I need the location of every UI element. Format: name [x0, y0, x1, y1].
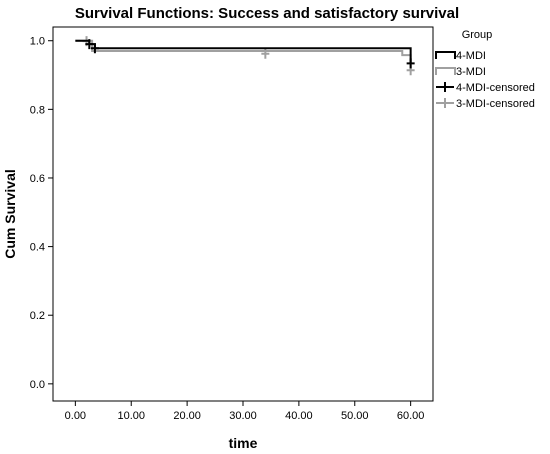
censor-mark-4-MDI — [406, 58, 415, 69]
y-tick-label: 0.4 — [30, 242, 45, 254]
legend-swatch-3-MDI-censored — [436, 98, 454, 108]
x-axis: 0.00 10.00 20.00 30.00 40.00 50.00 60.00 — [65, 401, 425, 422]
legend-label: 3-MDI-censored — [456, 98, 535, 110]
legend-swatch-4-MDI — [435, 51, 456, 59]
survival-curve-3-MDI — [75, 39, 412, 71]
y-tick-label: 1.0 — [30, 36, 45, 48]
legend-title: Group — [462, 29, 493, 41]
legend-label: 3-MDI — [456, 66, 486, 78]
y-tick-label: 0.2 — [30, 310, 45, 322]
y-tick-label: 0.8 — [30, 104, 45, 116]
x-tick-label: 50.00 — [341, 410, 369, 422]
censor-mark-3-MDI — [261, 48, 270, 59]
legend-swatch-3-MDI — [435, 67, 456, 75]
x-tick-label: 0.00 — [65, 410, 86, 422]
x-tick-label: 30.00 — [229, 410, 257, 422]
plot-frame — [52, 26, 434, 402]
legend-swatch-4-MDI-censored — [436, 82, 454, 92]
survival-curve-4-MDI — [75, 39, 412, 64]
chart-title: Survival Functions: Success and satisfac… — [75, 5, 459, 22]
x-axis-label: time — [229, 435, 258, 451]
y-axis: 0.0 0.2 0.4 0.6 0.8 1.0 — [30, 36, 53, 391]
x-tick-label: 10.00 — [117, 410, 145, 422]
x-tick-label: 20.00 — [173, 410, 201, 422]
legend-label: 4-MDI-censored — [456, 82, 535, 94]
x-tick-label: 40.00 — [285, 410, 313, 422]
y-tick-label: 0.0 — [30, 379, 45, 391]
plot-area — [75, 36, 415, 76]
y-tick-label: 0.6 — [30, 173, 45, 185]
legend: Group 4-MDI 3-MDI 4-MDI-censored 3-MDI-cens… — [435, 29, 535, 110]
legend-label: 4-MDI — [456, 50, 486, 62]
x-tick-label: 60.00 — [397, 410, 425, 422]
censor-mark-4-MDI — [85, 39, 94, 50]
y-axis-label: Cum Survival — [2, 169, 18, 258]
censor-mark-4-MDI — [90, 43, 99, 54]
